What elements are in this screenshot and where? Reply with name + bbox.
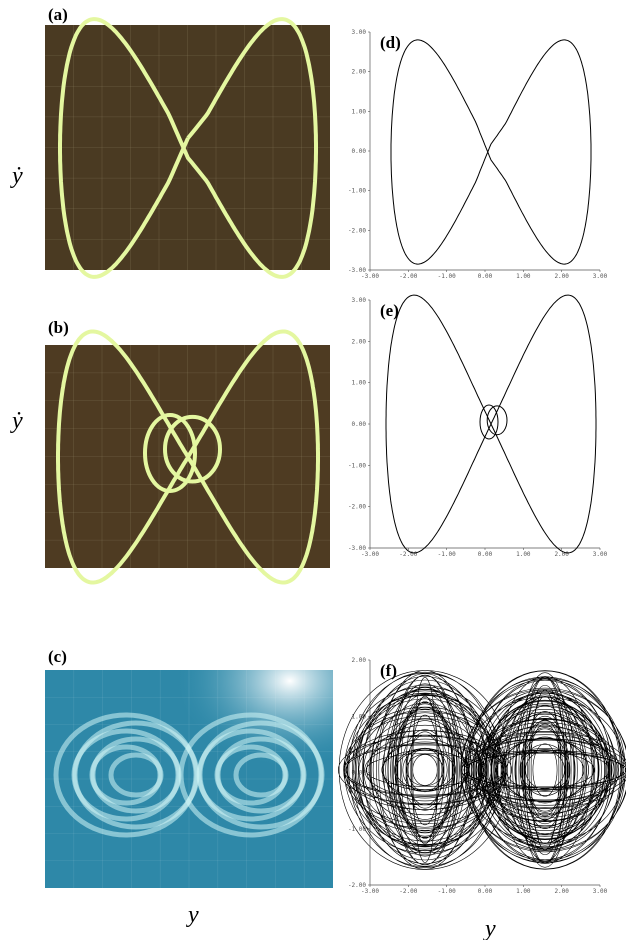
- panel-label: (a): [48, 5, 68, 24]
- x-tick-label: -3.00: [361, 888, 379, 895]
- panel-label: (e): [380, 301, 399, 320]
- trajectory: [338, 670, 626, 869]
- trajectory: [391, 40, 591, 264]
- y-tick-label: 2.00: [352, 657, 367, 664]
- y-tick-label: 3.00: [352, 297, 367, 304]
- y-tick-label: 1.00: [352, 108, 367, 115]
- x-tick-label: -1.00: [438, 888, 456, 895]
- x-tick-label: 3.00: [593, 888, 608, 895]
- x-tick-label: -2.00: [399, 551, 417, 558]
- x-axis-label: y: [186, 902, 199, 928]
- x-tick-label: 3.00: [593, 551, 608, 558]
- x-tick-label: 1.00: [516, 888, 531, 895]
- y-tick-label: -2.00: [348, 504, 366, 511]
- x-axis-label: y: [483, 916, 496, 940]
- y-tick-label: -2.00: [348, 227, 366, 234]
- figure: (a) (b) (c) ẏ ẏ y y 3.00 2.00 1.00 0.00 -1.00 -2.00 -…: [0, 0, 626, 940]
- x-tick-label: 1.00: [516, 273, 531, 280]
- x-tick-label: -2.00: [399, 888, 417, 895]
- x-tick-label: -3.00: [361, 273, 379, 280]
- x-tick-label: 2.00: [554, 888, 569, 895]
- x-tick-label: 1.00: [516, 551, 531, 558]
- x-tick-label: 2.00: [554, 551, 569, 558]
- x-tick-label: 0.00: [478, 551, 493, 558]
- x-tick-label: 0.00: [478, 273, 493, 280]
- panel-label: (c): [48, 647, 67, 666]
- y-tick-label: 0.00: [352, 421, 367, 428]
- x-tick-label: -1.00: [438, 273, 456, 280]
- x-tick-label: 3.00: [593, 273, 608, 280]
- panel-label: (b): [48, 318, 69, 337]
- x-tick-label: 0.00: [478, 888, 493, 895]
- panel-label: (d): [380, 33, 401, 52]
- y-tick-label: 0.00: [352, 148, 367, 155]
- y-tick-label: 3.00: [352, 29, 367, 36]
- y-tick-label: -1.00: [348, 188, 366, 195]
- y-axis-label: ẏ: [10, 163, 23, 189]
- x-tick-label: -1.00: [438, 551, 456, 558]
- y-tick-label: 2.00: [352, 338, 367, 345]
- trajectory: [386, 295, 596, 553]
- y-tick-label: -1.00: [348, 462, 366, 469]
- y-tick-label: 1.00: [352, 380, 367, 387]
- x-tick-label: 2.00: [554, 273, 569, 280]
- y-tick-label: 2.00: [352, 69, 367, 76]
- y-axis-label: ẏ: [10, 408, 23, 434]
- x-tick-label: -2.00: [399, 273, 417, 280]
- x-tick-label: -3.00: [361, 551, 379, 558]
